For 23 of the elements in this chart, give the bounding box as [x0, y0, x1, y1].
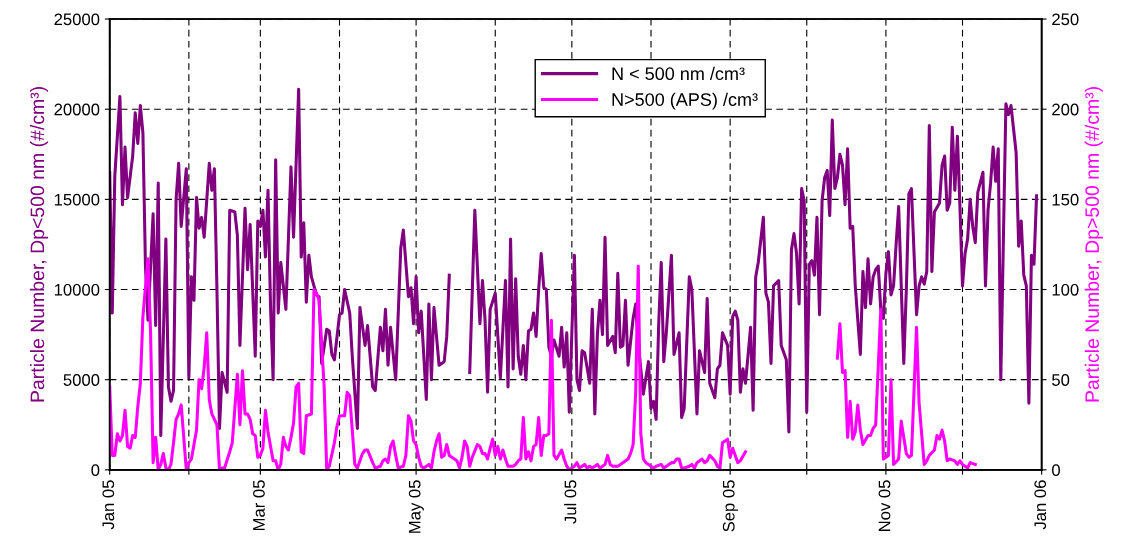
y-tick-label: 0 [91, 464, 100, 477]
y2-tick-label: 100 [1052, 283, 1079, 296]
y2-tick-label: 250 [1052, 13, 1079, 26]
y-tick-label: 10000 [54, 283, 100, 296]
y-axis-title: Particle Number, Dp<500 nm (#/cm³) [29, 87, 49, 402]
x-tick-label: Jul 05 [564, 480, 577, 524]
x-tick-label: Mar 05 [253, 480, 265, 531]
y2-axis-title: Particle Number, Dp>500 nm (#/cm³) [1084, 87, 1103, 402]
x-tick-label: Jan 05 [102, 480, 115, 530]
legend-label: N>500 (APS) /cm³ [612, 92, 758, 110]
x-tick-label: Sep 05 [722, 480, 738, 532]
y2-tick-label: 0 [1052, 464, 1060, 477]
y2-tick-label: 50 [1052, 374, 1070, 386]
y-tick-label: 20000 [54, 103, 100, 116]
y-tick-label: 15000 [54, 193, 100, 206]
legend-label: N < 500 nm /cm³ [612, 66, 745, 81]
y2-tick-label: 200 [1052, 103, 1079, 116]
x-tick-label: Nov 05 [878, 480, 891, 531]
x-tick-label: Jan 06 [1034, 480, 1047, 530]
y-tick-label: 25000 [54, 13, 100, 26]
y-tick-label: 5000 [63, 374, 100, 386]
y2-tick-label: 150 [1052, 193, 1079, 206]
x-tick-label: May 05 [408, 480, 424, 533]
